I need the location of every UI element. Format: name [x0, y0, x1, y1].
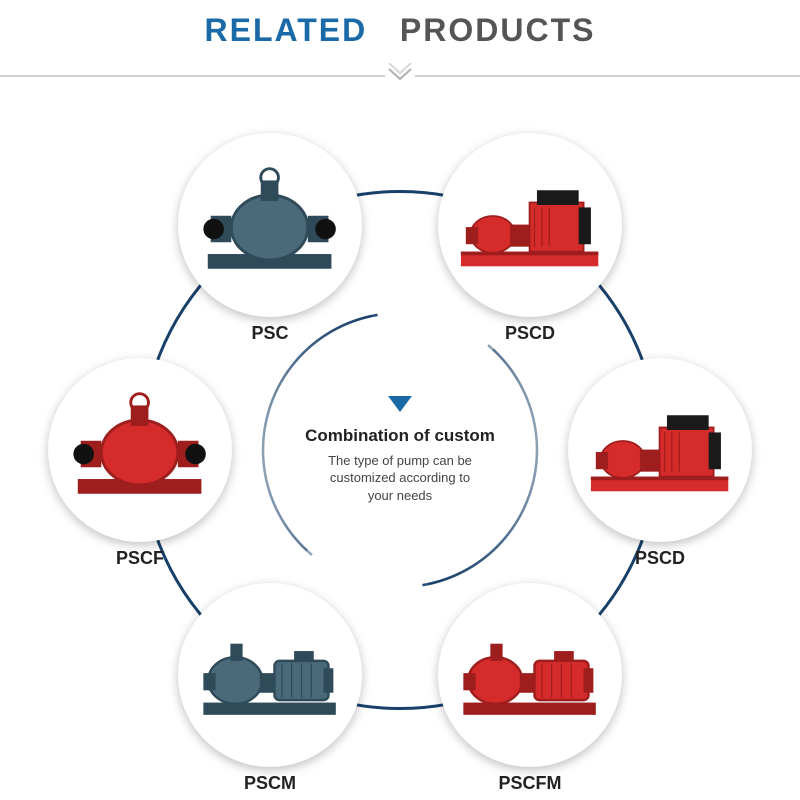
- center-info: Combination of custom The type of pump c…: [275, 325, 525, 575]
- pump-icon: [438, 133, 622, 317]
- title-word-2: PRODUCTS: [400, 12, 596, 48]
- title-word-1: RELATED: [205, 12, 368, 48]
- product-label-pscd2: PSCD: [600, 548, 720, 569]
- product-node-pscm[interactable]: [178, 583, 362, 767]
- divider-chevron-icon: [385, 63, 415, 87]
- product-label-pscfm: PSCFM: [470, 773, 590, 794]
- product-label-psc: PSC: [210, 323, 330, 344]
- product-node-psc[interactable]: [178, 133, 362, 317]
- center-title: Combination of custom: [305, 426, 495, 446]
- product-label-pscf: PSCF: [80, 548, 200, 569]
- triangle-down-icon: [388, 396, 412, 412]
- pump-icon: [568, 358, 752, 542]
- product-node-pscd1[interactable]: [438, 133, 622, 317]
- pump-icon: [178, 583, 362, 767]
- header: RELATED PRODUCTS: [0, 0, 800, 49]
- center-subtitle: The type of pump can be customized accor…: [320, 452, 480, 505]
- product-label-pscm: PSCM: [210, 773, 330, 794]
- page-title: RELATED PRODUCTS: [0, 12, 800, 49]
- product-node-pscf[interactable]: [48, 358, 232, 542]
- pump-icon: [48, 358, 232, 542]
- divider: [0, 63, 800, 93]
- pump-icon: [178, 133, 362, 317]
- product-node-pscd2[interactable]: [568, 358, 752, 542]
- pump-icon: [438, 583, 622, 767]
- product-node-pscfm[interactable]: [438, 583, 622, 767]
- product-label-pscd1: PSCD: [470, 323, 590, 344]
- diagram-stage: Combination of custom The type of pump c…: [0, 90, 800, 800]
